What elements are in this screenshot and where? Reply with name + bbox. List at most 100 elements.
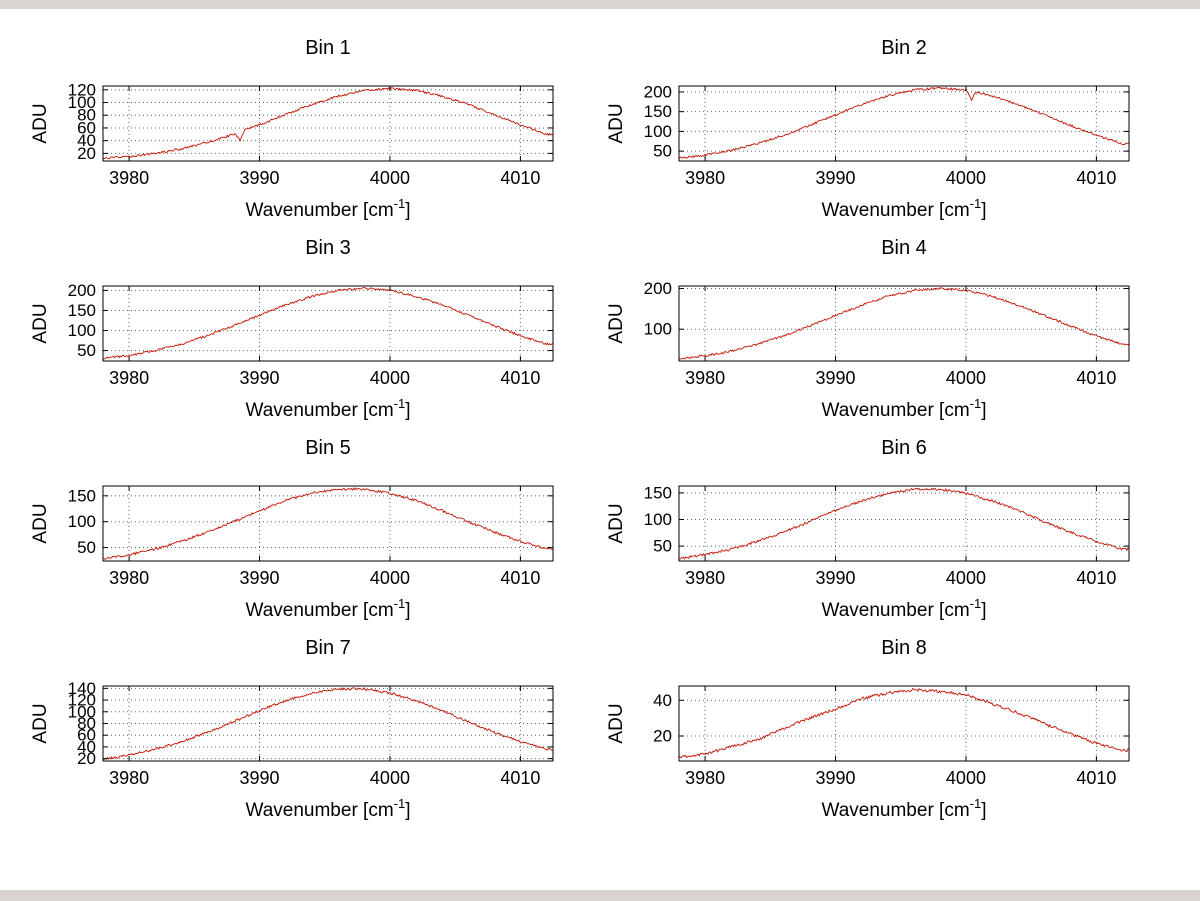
y-tick-label: 120 xyxy=(68,691,96,710)
y-tick-label: 150 xyxy=(68,486,96,505)
x-axis-label-base: Wavenumber [cm xyxy=(821,800,969,821)
y-tick-label: 100 xyxy=(68,702,96,721)
x-tick-label: 3980 xyxy=(685,168,725,188)
x-tick-label: 4010 xyxy=(1076,368,1116,388)
x-tick-label: 3990 xyxy=(815,368,855,388)
plot-box xyxy=(678,485,1130,562)
x-axis-label-exponent: -1 xyxy=(394,796,406,811)
y-axis-label: ADU xyxy=(606,103,627,143)
x-axis-label: Wavenumber [cm-1] xyxy=(821,596,986,621)
x-tick-label: 4010 xyxy=(500,168,540,188)
data-line xyxy=(102,687,554,760)
y-tick-label: 60 xyxy=(77,118,96,137)
y-tick-label: 100 xyxy=(644,510,672,529)
y-tick-label: 100 xyxy=(68,93,96,112)
y-tick-label: 60 xyxy=(77,726,96,745)
x-tick-label: 3990 xyxy=(239,768,279,788)
y-tick-label: 100 xyxy=(644,320,672,339)
y-tick-label: 200 xyxy=(644,82,672,101)
x-tick-label: 4000 xyxy=(946,568,986,588)
data-line xyxy=(102,86,554,160)
x-tick-label: 3990 xyxy=(239,368,279,388)
y-tick-label: 100 xyxy=(644,122,672,141)
tick-marks xyxy=(679,286,1129,361)
x-tick-label: 3980 xyxy=(685,768,725,788)
x-tick-label: 3990 xyxy=(815,768,855,788)
x-tick-label: 4010 xyxy=(500,768,540,788)
y-tick-label: 150 xyxy=(644,483,672,502)
subplot-canvas: Bin 8 20 40 3980 3990 4000 4010 ADU Wavenumber [… xyxy=(606,637,1130,821)
y-tick-label: 20 xyxy=(77,749,96,768)
x-tick-label: 3980 xyxy=(109,168,149,188)
subplot-title: Bin 3 xyxy=(305,237,351,259)
y-tick-label: 80 xyxy=(77,106,96,125)
x-axis-label-base: Wavenumber [cm xyxy=(245,600,393,621)
subplot-canvas: Bin 5 50 100 150 3980 3990 4000 4010 ADU Wavenumb… xyxy=(30,437,554,621)
y-axis-label: ADU xyxy=(30,103,51,143)
y-axis-label: ADU xyxy=(30,303,51,343)
plot-box xyxy=(678,85,1130,162)
window-chrome-top xyxy=(0,0,1200,9)
x-axis-label-exponent: -1 xyxy=(970,396,982,411)
y-tick-label: 50 xyxy=(77,538,96,557)
figure-grid: Bin 1 20 40 60 80 100 120 3980 3990 4000 4010 ADU Wa… xyxy=(8,26,1150,826)
subplot-bin-7: Bin 7 20 40 60 80 100 120 140 3980 3990 4000 4010 AD… xyxy=(8,626,574,826)
y-tick-label: 20 xyxy=(77,144,96,163)
x-tick-label: 3990 xyxy=(815,168,855,188)
grid-lines xyxy=(103,286,553,361)
y-axis-label: ADU xyxy=(30,703,51,743)
x-axis-label-close: ] xyxy=(405,600,410,621)
x-tick-label: 4000 xyxy=(370,368,410,388)
x-axis-label-exponent: -1 xyxy=(394,596,406,611)
plot-box xyxy=(102,85,554,162)
x-tick-label: 3980 xyxy=(685,568,725,588)
tick-marks xyxy=(679,86,1129,161)
x-tick-label: 3980 xyxy=(109,568,149,588)
y-axis-label: ADU xyxy=(606,703,627,743)
x-axis-label-base: Wavenumber [cm xyxy=(821,400,969,421)
y-tick-label: 200 xyxy=(68,281,96,300)
x-axis-label-base: Wavenumber [cm xyxy=(245,400,393,421)
x-axis-label-close: ] xyxy=(405,400,410,421)
x-tick-label: 3980 xyxy=(109,768,149,788)
y-tick-label: 20 xyxy=(653,727,672,746)
x-axis-label-close: ] xyxy=(981,600,986,621)
y-tick-label: 140 xyxy=(68,679,96,698)
subplot-bin-3: Bin 3 50 100 150 200 3980 3990 4000 4010 ADU Waven… xyxy=(8,226,574,426)
tick-marks xyxy=(103,86,553,161)
y-axis-label: ADU xyxy=(606,503,627,543)
subplot-bin-4: Bin 4 100 200 3980 3990 4000 4010 ADU Wavenumber… xyxy=(584,226,1150,426)
x-tick-label: 3990 xyxy=(815,568,855,588)
tick-marks xyxy=(679,486,1129,561)
y-tick-label: 100 xyxy=(68,512,96,531)
x-tick-label: 4000 xyxy=(946,768,986,788)
x-axis-label-base: Wavenumber [cm xyxy=(821,600,969,621)
y-axis-label: ADU xyxy=(606,303,627,343)
plot-box xyxy=(678,285,1130,362)
y-tick-label: 40 xyxy=(77,737,96,756)
y-tick-label: 120 xyxy=(68,80,96,99)
x-tick-label: 4000 xyxy=(946,368,986,388)
grid-lines xyxy=(679,286,1129,361)
data-line xyxy=(102,287,554,360)
subplot-title: Bin 5 xyxy=(305,437,351,459)
x-axis-label: Wavenumber [cm-1] xyxy=(245,796,410,821)
x-tick-label: 4010 xyxy=(500,368,540,388)
subplot-bin-1: Bin 1 20 40 60 80 100 120 3980 3990 4000 4010 ADU Wa… xyxy=(8,26,574,226)
y-tick-label: 150 xyxy=(68,301,96,320)
subplot-title: Bin 8 xyxy=(881,637,927,659)
plot-box xyxy=(102,485,554,562)
y-tick-label: 50 xyxy=(653,537,672,556)
x-axis-label-close: ] xyxy=(981,200,986,221)
subplot-title: Bin 2 xyxy=(881,37,927,59)
y-axis-label: ADU xyxy=(30,503,51,543)
y-tick-label: 200 xyxy=(644,279,672,298)
x-axis-label-exponent: -1 xyxy=(970,796,982,811)
data-line xyxy=(678,86,1130,160)
grid-lines xyxy=(679,486,1129,561)
x-axis-label: Wavenumber [cm-1] xyxy=(245,196,410,221)
data-line xyxy=(102,487,554,560)
